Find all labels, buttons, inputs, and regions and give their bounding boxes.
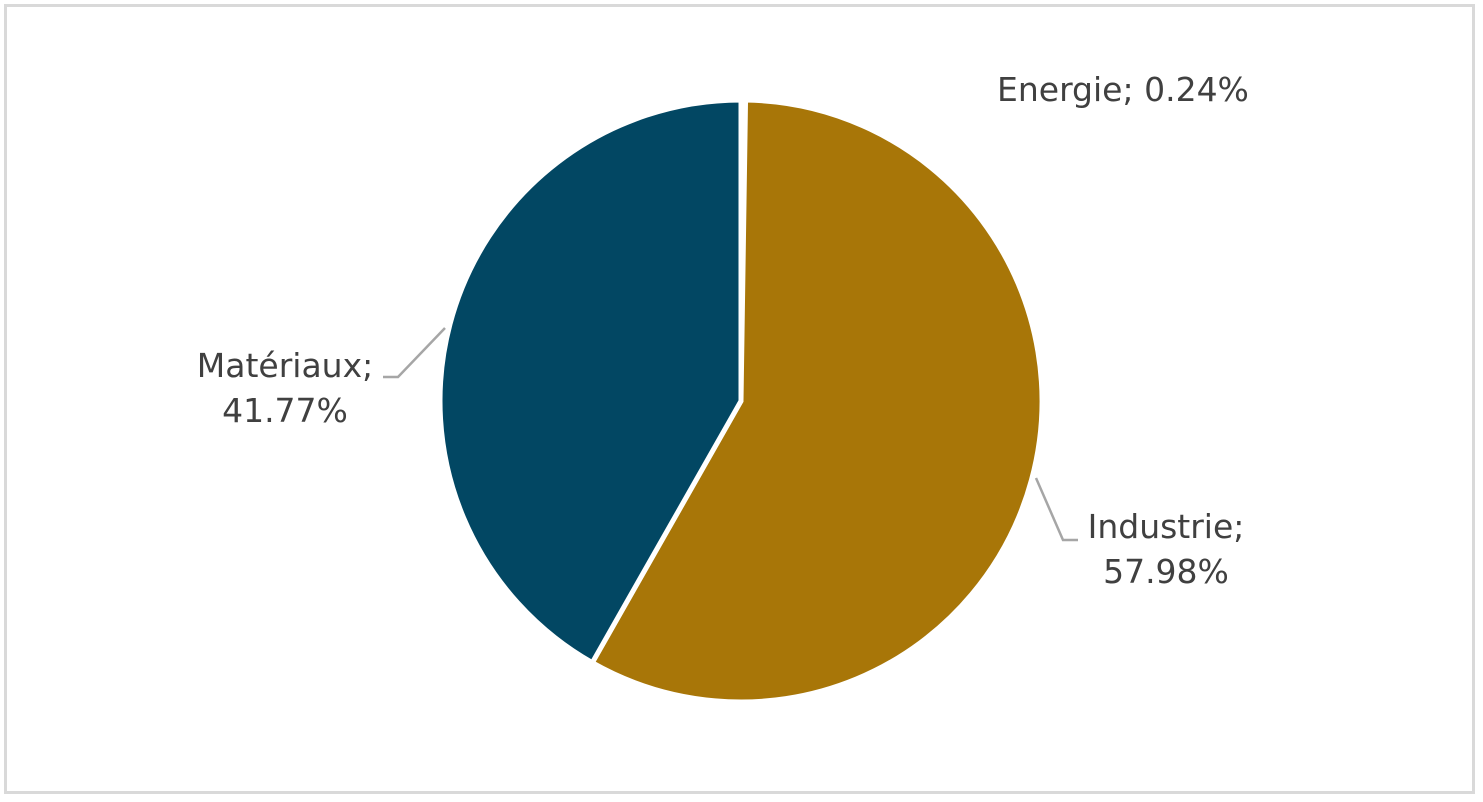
pie-slices bbox=[437, 97, 1045, 705]
slice-label-line: 41.77% bbox=[222, 391, 348, 430]
slice-label-2: Matériaux; 41.77% bbox=[197, 346, 373, 430]
slice-label-line: 57.98% bbox=[1103, 552, 1229, 591]
leader-lines bbox=[383, 327, 1078, 542]
leader-line-2 bbox=[383, 327, 446, 379]
slice-label-line: Matériaux; bbox=[197, 346, 373, 385]
slice-label-line: Energie; 0.24% bbox=[997, 70, 1249, 109]
slice-label-1: Industrie; 57.98% bbox=[1088, 507, 1245, 591]
slice-labels: Energie; 0.24% Industrie; 57.98% Matériaux;… bbox=[197, 70, 1249, 591]
pie-slice-materiaux bbox=[437, 97, 744, 667]
leader-line-1 bbox=[1034, 477, 1078, 542]
slice-label-0: Energie; 0.24% bbox=[997, 70, 1249, 109]
slice-label-line: Industrie; bbox=[1088, 507, 1245, 546]
pie-slice-industrie bbox=[588, 97, 1045, 705]
